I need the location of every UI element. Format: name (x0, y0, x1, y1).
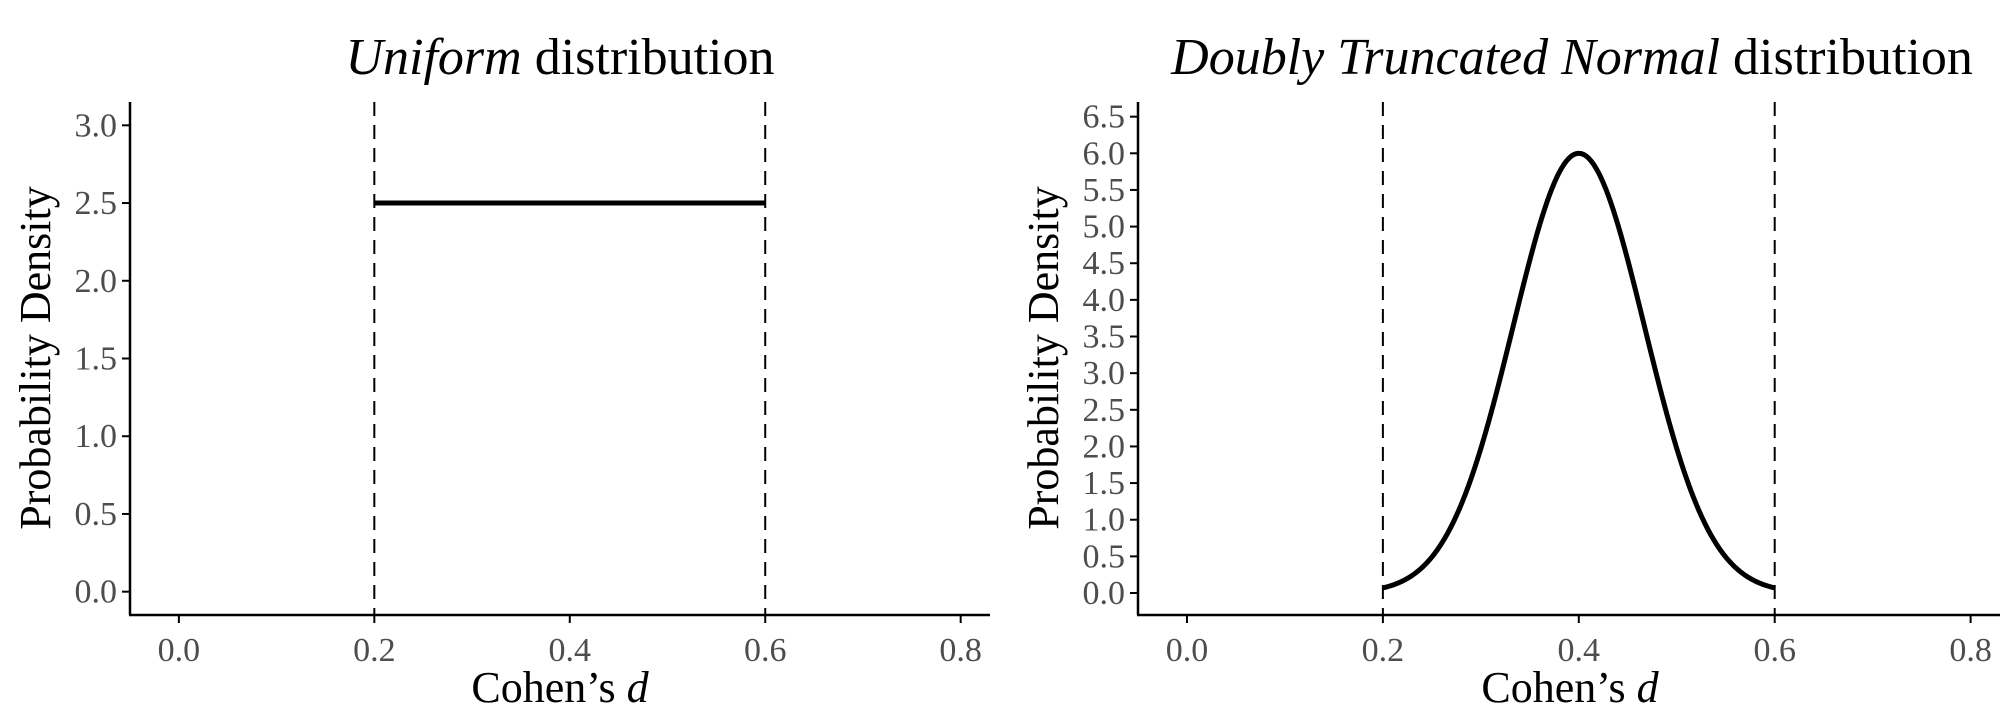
uniform-title-plain: distribution (522, 29, 775, 86)
truncated-normal-y-tick-label: 2.5 (1083, 392, 1126, 429)
truncated-normal-x-tick-label: 0.8 (1949, 632, 1992, 669)
uniform-y-tick-label: 1.5 (75, 341, 118, 378)
truncated-normal-y-tick-label: 5.5 (1083, 172, 1126, 209)
truncated-normal-y-tick-label: 1.0 (1083, 502, 1126, 539)
uniform-x-tick-label: 0.2 (353, 632, 396, 669)
uniform-x-axis-title: Cohen’s d (471, 663, 649, 711)
uniform-y-tick-label: 2.5 (75, 185, 118, 222)
uniform-panel-title: Uniform distribution (345, 29, 774, 86)
truncated-normal-y-tick-label: 4.0 (1083, 282, 1126, 319)
truncated-normal-y-tick-label: 6.5 (1083, 99, 1126, 136)
truncated-normal-x-tick-label: 0.0 (1166, 632, 1209, 669)
uniform-title-italic: Uniform (345, 29, 521, 86)
truncated-normal-title-italic: Doubly Truncated Normal (1170, 29, 1720, 86)
truncated-normal-y-tick-label: 1.5 (1083, 465, 1126, 502)
truncated-normal-density-line (1382, 150, 1776, 591)
truncated-normal-marks (1381, 102, 1776, 615)
truncated-normal-y-axis-title: Probability Density (1019, 186, 1068, 529)
truncated-normal-y-tick-label: 2.0 (1083, 428, 1126, 465)
truncated-normal-y-tick-label: 5.0 (1083, 209, 1126, 246)
truncated-normal-y-tick-label: 3.5 (1083, 319, 1126, 356)
truncated-normal-panel: Doubly Truncated Normal distribution 0.0… (1019, 29, 2000, 712)
uniform-x-tick-label: 0.4 (549, 632, 592, 669)
uniform-panel: Uniform distribution 0.0 0.5 1.0 1.5 2.0 2.5 3… (11, 29, 990, 712)
truncated-normal-x-tick-label: 0.2 (1362, 632, 1405, 669)
uniform-x-tick-label: 0.6 (744, 632, 787, 669)
uniform-x-tick-label: 0.8 (939, 632, 982, 669)
truncated-normal-ticks: 0.00.51.01.52.02.53.03.54.04.55.05.56.06… (1083, 99, 1992, 669)
truncated-normal-panel-title: Doubly Truncated Normal distribution (1170, 29, 1973, 86)
uniform-ticks: 0.0 0.5 1.0 1.5 2.0 2.5 3.0 0.0 0.2 0.4 0.6 0.8 (75, 107, 982, 669)
uniform-y-axis-title: Probability Density (11, 186, 60, 529)
truncated-normal-x-title-plain: Cohen’s (1481, 663, 1636, 711)
uniform-y-tick-label: 1.0 (75, 418, 118, 455)
truncated-normal-x-title-italic: d (1637, 663, 1660, 711)
uniform-x-title-italic: d (627, 663, 650, 711)
truncated-normal-title-plain: distribution (1720, 29, 1973, 86)
uniform-marks (373, 102, 767, 615)
truncated-normal-y-tick-label: 0.0 (1083, 575, 1126, 612)
truncated-normal-y-tick-label: 0.5 (1083, 538, 1126, 575)
uniform-y-tick-label: 3.0 (75, 107, 118, 144)
uniform-y-tick-label: 0.5 (75, 496, 118, 533)
uniform-x-tick-label: 0.0 (158, 632, 201, 669)
truncated-normal-y-tick-label: 4.5 (1083, 245, 1126, 282)
uniform-y-tick-label: 0.0 (75, 574, 118, 611)
truncated-normal-y-tick-label: 3.0 (1083, 355, 1126, 392)
truncated-normal-x-tick-label: 0.6 (1753, 632, 1796, 669)
truncated-normal-y-tick-label: 6.0 (1083, 135, 1126, 172)
truncated-normal-x-axis-title: Cohen’s d (1481, 663, 1659, 711)
uniform-x-title-plain: Cohen’s (471, 663, 626, 711)
uniform-y-tick-label: 2.0 (75, 263, 118, 300)
truncated-normal-x-tick-label: 0.4 (1558, 632, 1601, 669)
